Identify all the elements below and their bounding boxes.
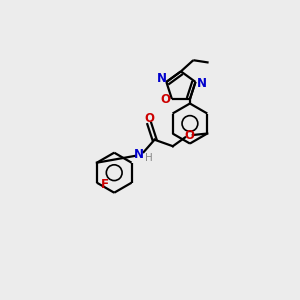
- Text: N: N: [134, 148, 144, 161]
- Text: F: F: [101, 178, 109, 191]
- Text: O: O: [144, 112, 154, 125]
- Text: N: N: [157, 72, 167, 85]
- Text: O: O: [160, 93, 170, 106]
- Text: O: O: [184, 128, 194, 142]
- Text: H: H: [145, 153, 152, 163]
- Text: N: N: [197, 77, 207, 90]
